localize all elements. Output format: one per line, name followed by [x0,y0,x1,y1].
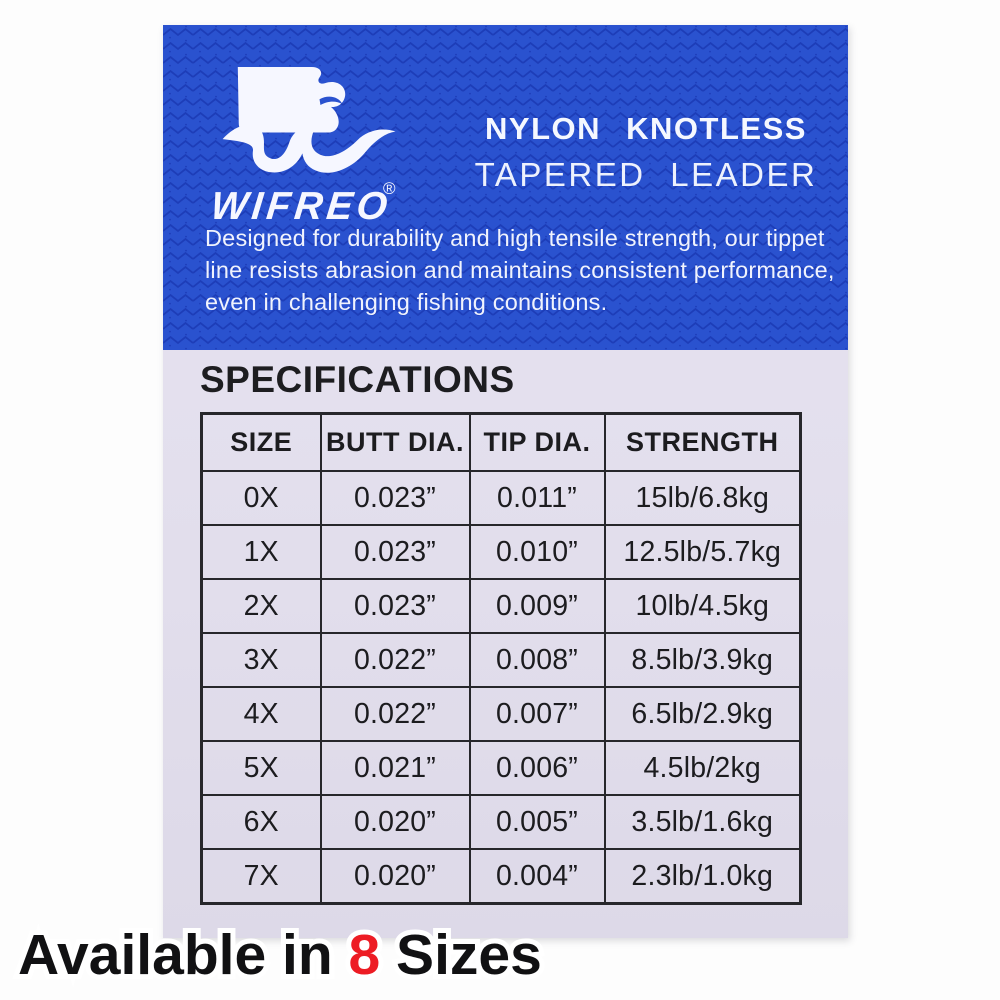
size-cell: 3X [200,632,322,688]
tip-dia-cell: 0.010” [468,524,606,580]
strength-cell: 6.5lb/2.9kg [603,686,802,742]
strength-cell: 8.5lb/3.9kg [603,632,802,688]
butt-dia-cell: 0.021” [319,740,471,796]
tip-dia-cell: 0.004” [468,848,606,905]
strength-cell: 4.5lb/2kg [603,740,802,796]
banner-text-prefix: Available in [13,918,349,992]
product-title-line1: NYLON KNOTLESS [485,111,807,146]
size-cell: 2X [200,578,322,634]
registered-trademark-symbol: ® [383,179,396,198]
size-cell: 0X [200,470,322,526]
product-title-line2: TAPERED LEADER [474,156,818,193]
butt-dia-cell: 0.022” [319,686,471,742]
butt-dia-cell: 0.020” [319,848,471,905]
table-row: 5X 0.021” 0.006” 4.5lb/2kg [200,740,802,796]
available-sizes-banner: Available in 8 Sizes Available in 8 Size… [13,918,547,998]
table-row: 7X 0.020” 0.004” 2.3lb/1.0kg [200,848,802,905]
strength-cell: 3.5lb/1.6kg [603,794,802,850]
product-card: WIFREO ® NYLON KNOTLESS TAPERED LEADER D… [163,25,848,938]
tip-dia-cell: 0.005” [468,794,606,850]
column-header-tip-dia: TIP DIA. [468,412,606,472]
butt-dia-cell: 0.022” [319,632,471,688]
tip-dia-cell: 0.011” [468,470,606,526]
banner-outline-layer: Available in 8 Sizes [13,918,547,992]
strength-cell: 12.5lb/5.7kg [603,524,802,580]
table-row: 4X 0.022” 0.007” 6.5lb/2.9kg [200,686,802,742]
eagle-flag-logo-icon [222,66,396,173]
strength-cell: 10lb/4.5kg [603,578,802,634]
banner-fill-layer: Available in 8 Sizes [18,922,542,988]
description-line: Designed for durability and high tensile… [205,225,825,251]
column-header-size: SIZE [200,412,322,472]
description-line: line resists abrasion and maintains cons… [205,257,835,283]
description-line: even in challenging fishing conditions. [205,289,608,315]
tip-dia-cell: 0.008” [468,632,606,688]
table-row: 3X 0.022” 0.008” 8.5lb/3.9kg [200,632,802,688]
size-cell: 6X [200,794,322,850]
column-header-strength: STRENGTH [603,412,802,472]
product-title-block: NYLON KNOTLESS TAPERED LEADER [453,111,839,194]
product-description: Designed for durability and high tensile… [205,222,835,318]
specifications-heading: SPECIFICATIONS [200,359,515,400]
butt-dia-cell: 0.020” [319,794,471,850]
brand-logo: WIFREO ® [207,59,407,244]
table-header-row: SIZE BUTT DIA. TIP DIA. STRENGTH [200,412,802,472]
butt-dia-cell: 0.023” [319,578,471,634]
strength-cell: 2.3lb/1.0kg [603,848,802,905]
table-row: 2X 0.023” 0.009” 10lb/4.5kg [200,578,802,634]
banner-text-suffix: Sizes [380,923,542,987]
size-cell: 5X [200,740,322,796]
strength-cell: 15lb/6.8kg [603,470,802,526]
table-row: 6X 0.020” 0.005” 3.5lb/1.6kg [200,794,802,850]
column-header-butt-dia: BUTT DIA. [319,412,471,472]
size-cell: 7X [200,848,322,905]
table-row: 1X 0.023” 0.010” 12.5lb/5.7kg [200,524,802,580]
card-header: WIFREO ® NYLON KNOTLESS TAPERED LEADER D… [163,25,848,350]
butt-dia-cell: 0.023” [319,470,471,526]
tip-dia-cell: 0.009” [468,578,606,634]
specifications-table: SIZE BUTT DIA. TIP DIA. STRENGTH 0X 0.02… [200,412,802,905]
size-cell: 4X [200,686,322,742]
banner-size-count: 8 [348,923,381,987]
size-cell: 1X [200,524,322,580]
table-row: 0X 0.023” 0.011” 15lb/6.8kg [200,470,802,526]
tip-dia-cell: 0.007” [468,686,606,742]
banner-text-suffix: Sizes [380,918,547,992]
banner-text-prefix: Available in [18,923,349,987]
tip-dia-cell: 0.006” [468,740,606,796]
banner-size-count: 8 [344,918,386,992]
butt-dia-cell: 0.023” [319,524,471,580]
